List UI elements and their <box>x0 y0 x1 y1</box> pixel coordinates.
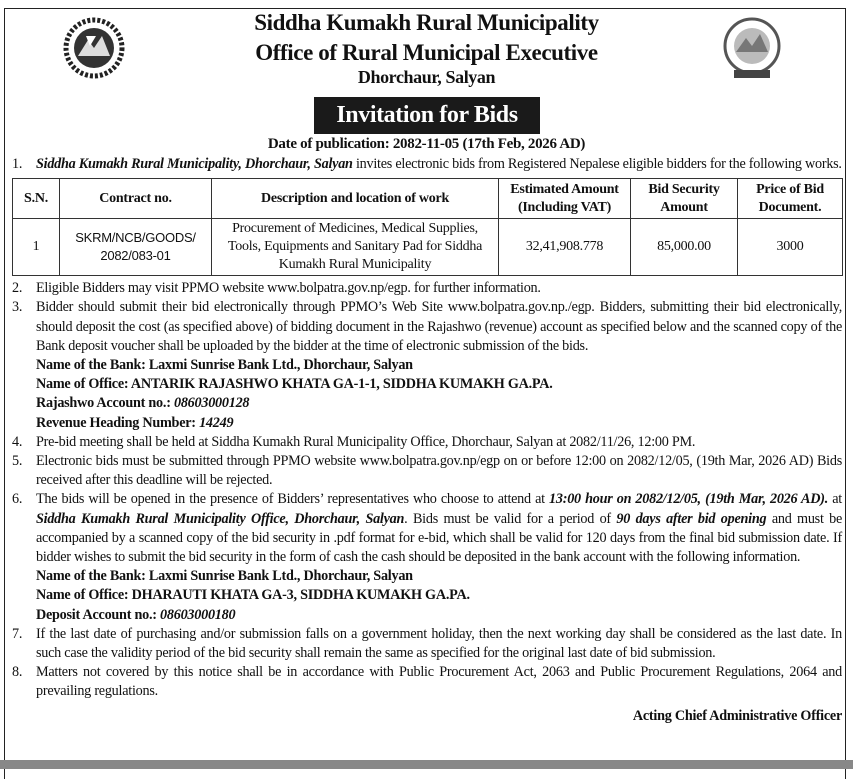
account-info-line: Name of the Bank: Laxmi Sunrise Bank Ltd… <box>12 356 842 375</box>
account-info-line: Rajashwo Account no.: 08603000128 <box>12 394 842 413</box>
text-run: 13:00 hour on 2082/12/05, (19th Mar, 202… <box>549 491 829 508</box>
notice-body: 1. Siddha Kumakh Rural Municipality, Dhor… <box>12 155 843 726</box>
list-item: 6. The bids will be opened in the presenc… <box>12 490 842 567</box>
item-number: 4. <box>12 433 23 450</box>
notice-title-banner: Invitation for Bids <box>314 97 540 134</box>
item-text: Pre-bid meeting shall be held at Siddha … <box>36 433 842 452</box>
list-item: 3. Bidder should submit their bid electro… <box>12 298 842 356</box>
list-item: 8. Matters not covered by this notice sha… <box>12 663 842 701</box>
text-run: Matters not covered by this notice shall… <box>36 664 842 700</box>
text-run: Eligible Bidders may visit PPMO website … <box>36 280 541 297</box>
text-run: 08603000180 <box>160 606 236 623</box>
municipality-seal-icon <box>723 17 781 78</box>
page-edge <box>0 760 853 769</box>
list-item: 4. Pre-bid meeting shall be held at Siddh… <box>12 433 842 452</box>
col-price: Price of Bid Document. <box>737 178 843 220</box>
col-security: Bid Security Amount <box>630 178 738 220</box>
cell-estimated: 32,41,908.778 <box>498 218 631 277</box>
text-run: Name of Office: DHARAUTI KHATA GA-3, SID… <box>36 587 470 604</box>
notice-border <box>4 8 846 779</box>
text-run: The bids will be opened in the presence … <box>36 491 550 508</box>
list-item: 7. If the last date of purchasing and/or … <box>12 625 842 663</box>
publication-date: Date of publication: 2082-11-05 (17th Fe… <box>267 136 586 152</box>
text-run: Deposit Account no.: <box>36 606 161 623</box>
text-run: at <box>828 491 842 508</box>
item-text: Electronic bids must be submitted throug… <box>36 452 842 490</box>
col-description: Description and location of work <box>211 178 499 220</box>
item-number: 2. <box>12 280 23 297</box>
item-number: 6. <box>12 491 23 508</box>
text-run: . Bids must be valid for a period of <box>404 510 617 527</box>
text-run: Pre-bid meeting shall be held at Siddha … <box>36 433 696 450</box>
text-run: Name of Office: ANTARIK RAJASHWO KHATA G… <box>36 376 553 393</box>
text-run: Siddha Kumakh Rural Municipality Office,… <box>36 510 405 527</box>
text-run: invites electronic bids from Registered … <box>352 156 842 172</box>
cell-sn: 1 <box>12 218 60 277</box>
account-info-line: Deposit Account no.: 08603000180 <box>12 606 842 625</box>
text-run: and must be accompanied by a scanned cop… <box>36 510 843 566</box>
text-run: 90 days after bid opening <box>616 510 767 527</box>
account-info-line: Revenue Heading Number: 14249 <box>12 414 842 433</box>
table-header-row: S.N. Contract no. Description and locati… <box>12 178 843 220</box>
text-run: Rajashwo Account no.: <box>36 395 174 412</box>
municipality-name: Siddha Kumakh Rural Municipality <box>254 10 599 35</box>
text-run: Bidder should submit their bid electroni… <box>36 299 842 354</box>
office-location: Dhorchaur, Salyan <box>357 67 496 87</box>
text-run: Name of the Bank: Laxmi Sunrise Bank Ltd… <box>36 357 413 374</box>
text-run: Siddha Kumakh Rural Municipality, Dhorch… <box>36 156 353 172</box>
text-run: If the last date of purchasing and/or su… <box>36 625 842 662</box>
item-number: 5. <box>12 453 23 470</box>
cell-description: Procurement of Medicines, Medical Suppli… <box>211 218 499 277</box>
item-number: 3. <box>12 299 23 316</box>
col-estimated: Estimated Amount (Including VAT) <box>498 178 631 220</box>
item-text: Matters not covered by this notice shall… <box>36 663 842 701</box>
text-run: 08603000128 <box>173 395 250 412</box>
cell-contract: SKRM/NCB/GOODS/ 2082/083-01 <box>59 218 212 277</box>
cell-security: 85,000.00 <box>630 218 738 277</box>
item-text: Bidder should submit their bid electroni… <box>36 298 842 356</box>
item-number: 8. <box>12 664 23 681</box>
list-item: 1. Siddha Kumakh Rural Municipality, Dhor… <box>12 155 842 174</box>
col-contract: Contract no. <box>59 178 212 220</box>
item-text: Eligible Bidders may visit PPMO website … <box>36 279 842 298</box>
item-text: The bids will be opened in the presence … <box>36 490 842 567</box>
account-info-line: Name of Office: DHARAUTI KHATA GA-3, SID… <box>12 586 842 605</box>
account-info-line: Name of the Bank: Laxmi Sunrise Bank Ltd… <box>12 567 842 586</box>
text-run: 14249 <box>199 414 234 431</box>
office-name: Office of Rural Municipal Executive <box>255 40 598 65</box>
list-item: 2. Eligible Bidders may visit PPMO websit… <box>12 279 842 298</box>
col-sn: S.N. <box>12 178 60 220</box>
item-text: If the last date of purchasing and/or su… <box>36 625 842 663</box>
signature-title: Acting Chief Administrative Officer <box>632 707 842 724</box>
account-info-line: Name of Office: ANTARIK RAJASHWO KHATA G… <box>12 375 842 394</box>
item-number: 7. <box>12 625 23 642</box>
cell-price: 3000 <box>737 218 843 277</box>
list-item: 5. Electronic bids must be submitted thro… <box>12 452 842 490</box>
text-run: Electronic bids must be submitted throug… <box>36 453 842 489</box>
item-number: 1. <box>12 156 23 172</box>
table-row: 1 SKRM/NCB/GOODS/ 2082/083-01 Procuremen… <box>12 218 843 277</box>
item-text: Siddha Kumakh Rural Municipality, Dhorch… <box>36 155 842 174</box>
text-run: Name of the Bank: Laxmi Sunrise Bank Ltd… <box>36 568 413 585</box>
nepal-emblem-icon <box>63 17 125 79</box>
text-run: Revenue Heading Number: <box>36 414 200 431</box>
works-table: S.N. Contract no. Description and locati… <box>12 178 843 277</box>
